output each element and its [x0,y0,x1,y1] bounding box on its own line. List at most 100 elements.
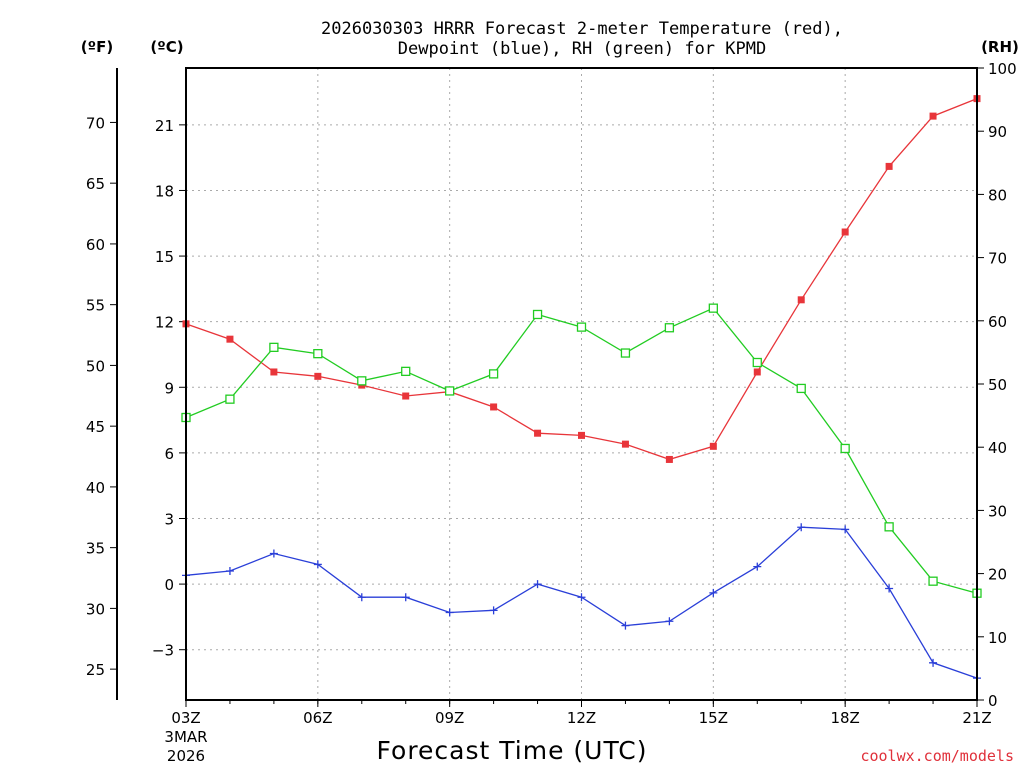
dewpoint-point [533,580,542,589]
rh-point [445,386,455,396]
celsius-tick-label: 15 [155,248,174,266]
rh-tick-label: 0 [988,692,998,710]
x-tick-label: 03Z [171,709,200,727]
rh-tick-label: 10 [988,629,1007,647]
fahrenheit-tick-label: 70 [86,114,105,132]
chart-title-line2: Dewpoint (blue), RH (green) for KPMD [398,39,766,59]
temperature-point [534,429,542,437]
dewpoint-point [269,549,278,558]
rh-tick-label: 100 [988,60,1017,78]
x-tick-label: 09Z [435,709,464,727]
temperature-point [929,112,937,120]
temperature-point [270,368,278,376]
rh-tick-label: 40 [988,439,1007,457]
credit-text: coolwx.com/models [860,747,1014,765]
rh-tick-label: 70 [988,250,1007,268]
dewpoint-point [577,593,586,602]
fahrenheit-tick-label: 65 [86,175,105,193]
dewpoint-point [841,525,850,534]
grid-lines [186,68,977,700]
dewpoint-point [357,593,366,602]
temperature-point [314,372,322,380]
temperature-point [665,455,673,463]
rh-point [840,443,850,454]
fahrenheit-tick-label: 35 [86,540,105,558]
dewpoint-point [313,560,322,569]
temperature-point [709,442,717,450]
rh-point [488,369,499,379]
rh-point [269,342,279,352]
date-label-year: 2026 [167,747,205,765]
rh-point [708,303,718,313]
dewpoint-point [709,588,718,597]
rh-tick-label: 80 [988,186,1007,204]
celsius-axis: −3 0 3 6 9 12 15 18 21 [152,117,186,660]
rh-point [620,348,631,358]
rh-tick-label: 60 [988,313,1007,331]
celsius-tick-label: −3 [152,642,174,660]
dewpoint-point [885,584,894,593]
celsius-tick-label: 21 [155,117,174,135]
x-tick-label: 12Z [567,709,596,727]
rh-point [752,357,762,368]
celsius-tick-label: 3 [164,510,174,528]
rh-point [401,366,411,377]
dewpoint-point [621,621,630,630]
dewpoint-point [929,658,938,667]
dewpoint-point [445,608,454,617]
rh-unit-label: (RH) [981,38,1019,56]
fahrenheit-tick-label: 55 [86,297,105,315]
celsius-tick-label: 18 [155,182,174,200]
fahrenheit-tick-label: 50 [86,357,105,375]
rh-point [796,383,806,394]
dewpoint-point [401,593,410,602]
chart-title-line1: 2026030303 HRRR Forecast 2-meter Tempera… [321,19,843,39]
dewpoint-point [753,562,762,571]
date-label-day: 3MAR [164,728,207,746]
rh-tick-label: 50 [988,376,1007,394]
temperature-point [578,431,585,439]
dewpoint-point [489,606,498,615]
fahrenheit-unit-label: (ºF) [81,38,113,56]
rh-point [576,322,587,332]
fahrenheit-tick-label: 30 [86,600,105,618]
temperature-point [841,228,849,236]
rh-point [532,309,543,320]
rh-point [884,522,894,532]
fahrenheit-axis: 25 30 35 40 45 50 55 60 65 70 [86,68,118,700]
rh-point [664,323,675,333]
rh-tick-label: 90 [988,123,1007,141]
x-axis: 03Z 06Z 09Z 12Z 15Z 18Z 21Z [171,700,992,727]
rh-point [313,349,323,359]
temperature-point [885,162,893,170]
rh-series [181,303,982,598]
rh-point [225,394,235,404]
fahrenheit-tick-label: 60 [86,236,105,254]
x-tick-label: 06Z [303,709,332,727]
temperature-point [797,296,805,304]
dewpoint-point [225,566,234,575]
temperature-point [621,440,629,448]
rh-point [357,376,367,386]
dewpoint-point [665,617,674,626]
x-tick-label: 18Z [830,709,859,727]
temperature-point [226,335,234,343]
x-axis-label: Forecast Time (UTC) [377,736,648,765]
fahrenheit-tick-label: 40 [86,479,105,497]
celsius-tick-label: 6 [164,445,174,463]
x-tick-label: 15Z [699,709,728,727]
plot-frame [185,67,978,701]
temperature-point [402,392,410,400]
celsius-unit-label: (ºC) [150,38,183,56]
fahrenheit-tick-label: 45 [86,418,105,436]
temperature-point [490,403,498,411]
rh-tick-label: 20 [988,566,1007,584]
series-layer [181,95,982,683]
celsius-tick-label: 9 [164,379,174,397]
celsius-tick-label: 12 [155,314,174,332]
x-tick-label: 21Z [962,709,991,727]
celsius-tick-label: 0 [164,576,174,594]
rh-tick-label: 30 [988,502,1007,520]
fahrenheit-tick-label: 25 [86,661,105,679]
